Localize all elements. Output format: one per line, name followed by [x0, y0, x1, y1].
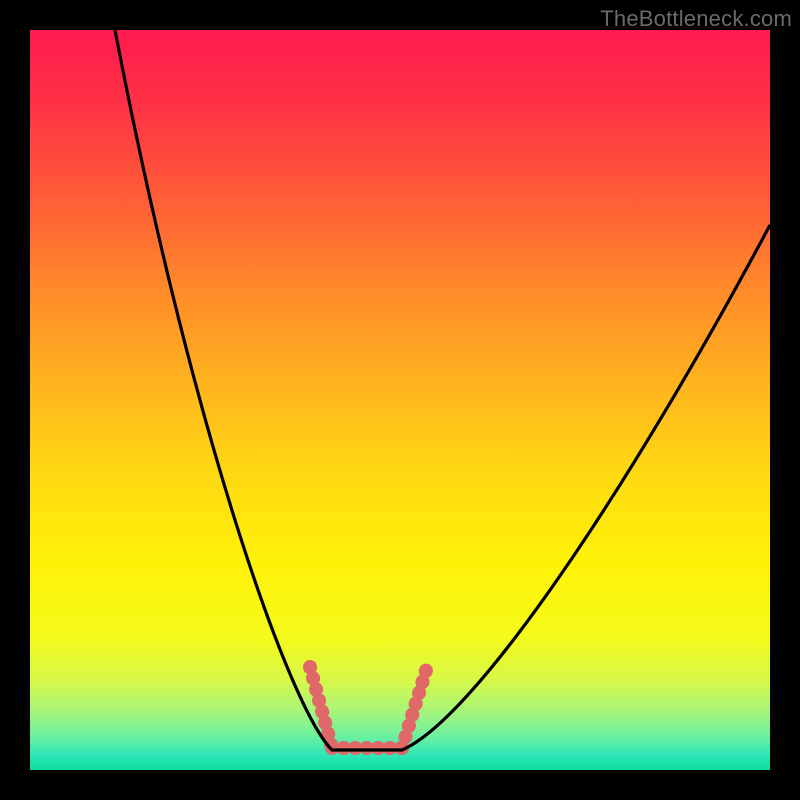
bottleneck-highlight	[310, 664, 428, 748]
bottleneck-curve	[115, 30, 770, 750]
chart-curves	[30, 30, 770, 770]
bottleneck-chart	[30, 30, 770, 770]
watermark-text: TheBottleneck.com	[600, 6, 792, 32]
